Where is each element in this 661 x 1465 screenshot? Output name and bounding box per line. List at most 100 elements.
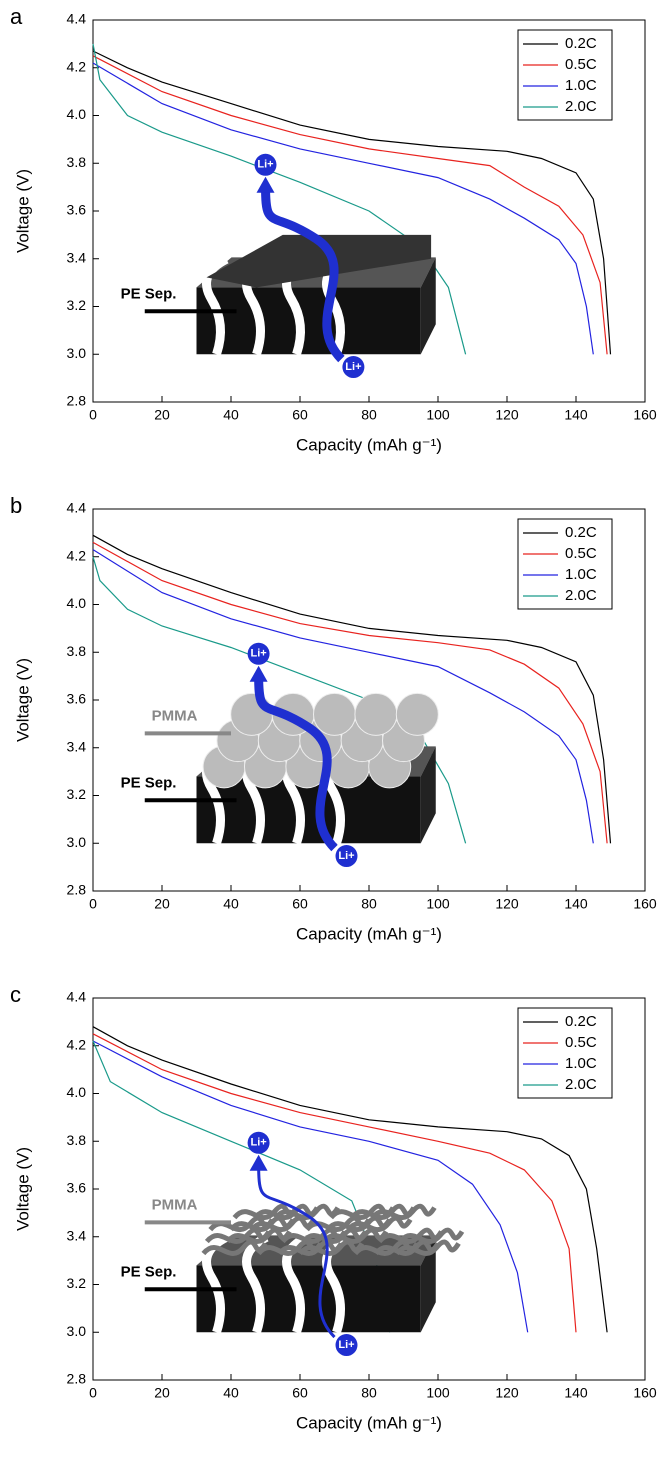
pmma-particle [230,692,274,736]
pmma-fiber [329,1203,396,1221]
pmma-particle [395,692,439,736]
plot-frame [92,19,646,403]
li-badge [342,356,365,379]
legend-label: 0.5C [565,1034,597,1051]
li-badge [335,845,358,868]
data-line [92,55,608,355]
pmma-fiber [280,1227,347,1244]
y-tick-label: 3.6 [67,1180,87,1196]
pmma-fiber [201,1239,268,1256]
x-tick-label: 120 [495,407,519,423]
x-tick-label: 60 [292,896,308,912]
x-tick-label: 140 [564,896,588,912]
annotation: PE Sep. [121,775,177,792]
y-tick-label: 3.0 [67,345,87,361]
annotation: PE Sep. [121,286,177,303]
pore [202,255,229,356]
li-arrow [261,184,345,363]
pmma-particle [313,692,356,736]
y-axis-title: Voltage (V) [13,1147,32,1231]
data-line [92,541,608,844]
annotation: PMMA [152,708,198,725]
x-tick-label: 160 [633,1385,657,1401]
inset-illustration: Li+ Li+ PE Sep. PMMA [121,1131,465,1357]
li-badge [254,153,277,176]
x-tick-label: 0 [89,407,97,423]
x-tick-label: 20 [154,407,170,423]
separator-side [420,1235,436,1333]
li-badge [247,642,270,665]
y-tick-label: 3.0 [67,1323,87,1339]
y-tick-label: 4.4 [67,989,87,1005]
legend-label: 0.2C [565,35,597,52]
y-tick-label: 3.8 [67,154,87,170]
y-tick-label: 2.8 [67,882,87,898]
legend-box [517,518,613,610]
li-badge [247,1131,270,1154]
x-tick-label: 120 [495,896,519,912]
legend-label: 0.5C [565,56,597,73]
y-tick-label: 3.2 [67,297,87,313]
legend-box [517,1007,613,1099]
annotation: PMMA [152,1197,198,1214]
y-tick-label: 3.6 [67,202,87,218]
x-tick-label: 0 [89,1385,97,1401]
x-tick-label: 60 [292,1385,308,1401]
x-tick-label: 120 [495,1385,519,1401]
pmma-fiber [204,1227,271,1244]
y-tick-label: 4.2 [67,547,87,563]
y-tick-label: 3.8 [67,1132,87,1148]
annotation: Li+ [250,648,266,660]
inset-illustration: Li+ Li+ PE Sep. [121,153,436,379]
y-tick-label: 4.4 [67,11,87,27]
li-arrow-head [249,1154,268,1171]
pmma-particle [354,692,398,736]
data-line [92,534,612,844]
li-badge [335,1334,358,1357]
y-tick-label: 2.8 [67,1371,87,1387]
x-tick-label: 20 [154,896,170,912]
li-arrow-head [249,665,268,682]
separator-side [420,257,436,355]
y-tick-label: 3.4 [67,738,87,754]
li-arrow [254,673,338,852]
y-tick-label: 3.8 [67,643,87,659]
y-tick-label: 3.2 [67,786,87,802]
y-tick-label: 3.4 [67,249,87,265]
annotation: Li+ [345,361,361,373]
annotation: PE Sep. [121,1264,177,1281]
plot-frame [92,508,646,892]
x-tick-label: 20 [154,1385,170,1401]
y-tick-label: 3.6 [67,691,87,707]
data-line [92,1033,577,1333]
y-tick-label: 4.2 [67,58,87,74]
legend-label: 0.5C [565,545,597,562]
legend-label: 0.2C [565,524,597,541]
x-tick-label: 40 [223,407,239,423]
x-axis-title: Capacity (mAh g⁻¹) [296,1413,442,1432]
x-tick-label: 140 [564,1385,588,1401]
x-tick-label: 140 [564,407,588,423]
y-tick-label: 4.0 [67,106,87,122]
plot-frame [92,997,646,1381]
x-axis-title: Capacity (mAh g⁻¹) [296,924,442,943]
pmma-fiber [377,1227,444,1244]
separator-side [420,746,436,844]
x-tick-label: 60 [292,407,308,423]
inset-illustration: Li+ Li+ PE Sep. PMMA [121,642,439,868]
legend-label: 1.0C [565,566,597,583]
y-axis-title: Voltage (V) [13,169,32,253]
separator-block [196,287,421,355]
data-line [92,50,612,355]
x-tick-label: 80 [361,407,377,423]
y-axis-title: Voltage (V) [13,658,32,742]
x-tick-label: 80 [361,896,377,912]
x-tick-label: 40 [223,896,239,912]
data-line [92,62,594,355]
legend-label: 2.0C [565,587,597,604]
legend-box [517,29,613,121]
legend-label: 2.0C [565,98,597,115]
x-tick-label: 100 [426,896,450,912]
x-axis-title: Capacity (mAh g⁻¹) [296,435,442,454]
